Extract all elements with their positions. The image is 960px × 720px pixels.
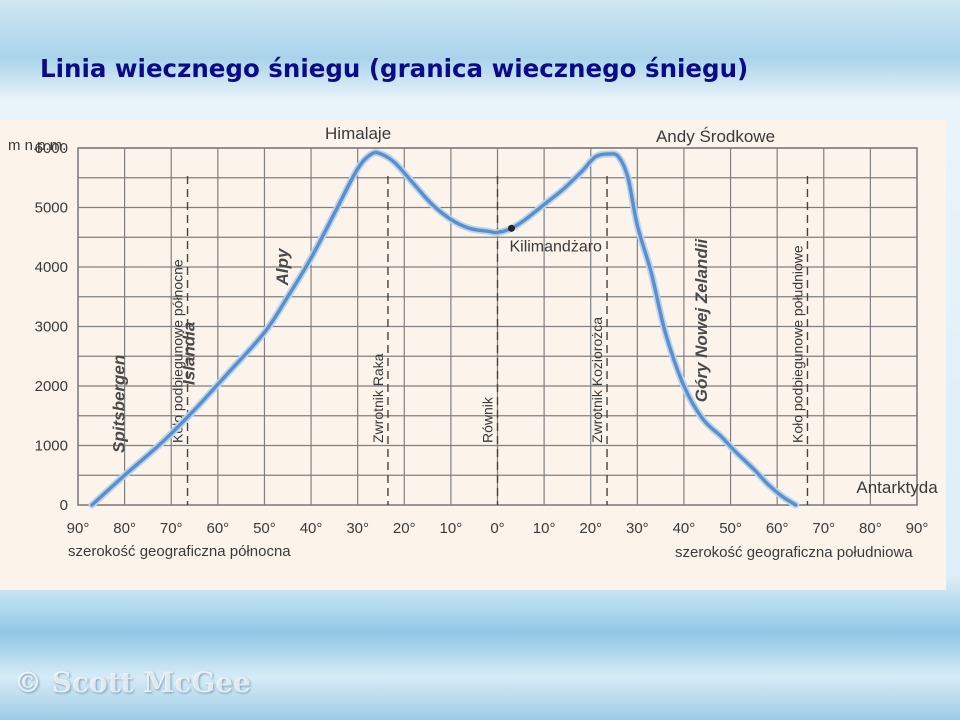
y-tick-label: 0	[60, 497, 68, 514]
y-tick-label: 2000	[35, 378, 68, 395]
region-annotation: Góry Nowej Zelandii	[692, 238, 711, 403]
x-tick-label: 80°	[859, 520, 882, 537]
x-axis-label-north: szerokość geograficzna północna	[68, 543, 291, 560]
reference-line-label: Zwrotnik Koziorożca	[589, 317, 605, 443]
x-tick-label: 30°	[346, 520, 369, 537]
y-tick-label: 1000	[35, 438, 68, 455]
region-annotation: Antarktyda	[856, 478, 938, 497]
x-tick-label: 70°	[160, 520, 183, 537]
y-tick-label: 6000	[35, 140, 68, 157]
x-tick-label: 20°	[393, 520, 416, 537]
tick-layer: 0 1000 2000 3000 4000 5000 6000 90° 80° 70° 60° 50°…	[35, 140, 929, 537]
x-tick-label: 60°	[766, 520, 789, 537]
slide-title: Linia wiecznego śniegu (granica wieczneg…	[40, 54, 749, 83]
vertical-lines-layer: Koło podbiegunowe północne Zwrotnik Raka R…	[170, 176, 809, 505]
region-annotation: Alpy	[273, 247, 292, 286]
x-axis-label-south: szerokość geograficzna południowa	[675, 544, 913, 561]
x-tick-label: 10°	[533, 520, 556, 537]
reference-line-label: Równik	[480, 396, 496, 443]
x-tick-label: 20°	[579, 520, 602, 537]
x-tick-label: 60°	[206, 520, 229, 537]
y-axis-label: m n.p.m.	[8, 137, 66, 154]
x-tick-label: 80°	[113, 520, 136, 537]
x-tick-label: 10°	[440, 520, 463, 537]
x-tick-label: 70°	[812, 520, 835, 537]
series-layer	[88, 148, 800, 509]
y-tick-label: 5000	[35, 200, 68, 217]
y-tick-label: 4000	[35, 259, 68, 276]
x-tick-label: 90°	[67, 520, 90, 537]
x-tick-label: 40°	[300, 520, 323, 537]
y-tick-label: 3000	[35, 319, 68, 336]
x-tick-label: 40°	[673, 520, 696, 537]
x-tick-label: 50°	[253, 520, 276, 537]
copyright-watermark: © Scott McGee	[14, 666, 251, 699]
region-annotation: Islandia	[180, 322, 199, 385]
kilimanjaro-label: Kilimandżaro	[509, 238, 602, 255]
annotation-layer: Kilimandżaro Spitsbergen Islandia Alpy Himal…	[110, 124, 939, 497]
reference-line-label: Koło podbiegunowe północne	[170, 259, 186, 443]
region-annotation: Spitsbergen	[110, 355, 129, 453]
x-tick-label: 50°	[719, 520, 742, 537]
x-tick-label: 30°	[626, 520, 649, 537]
x-tick-label: 0°	[490, 520, 504, 537]
reference-line-label: Koło podbiegunowe południowe	[789, 245, 805, 443]
kilimanjaro-point	[507, 224, 515, 232]
region-annotation: Himalaje	[325, 124, 391, 143]
chart-svg: Koło podbiegunowe północne Zwrotnik Raka R…	[8, 124, 939, 561]
reference-line-label: Zwrotnik Raka	[370, 353, 386, 443]
region-annotation: Andy Środkowe	[656, 127, 775, 146]
grid-layer	[77, 147, 918, 506]
x-tick-label: 90°	[906, 520, 929, 537]
snow-line-chart: Koło podbiegunowe północne Zwrotnik Raka R…	[0, 120, 946, 590]
